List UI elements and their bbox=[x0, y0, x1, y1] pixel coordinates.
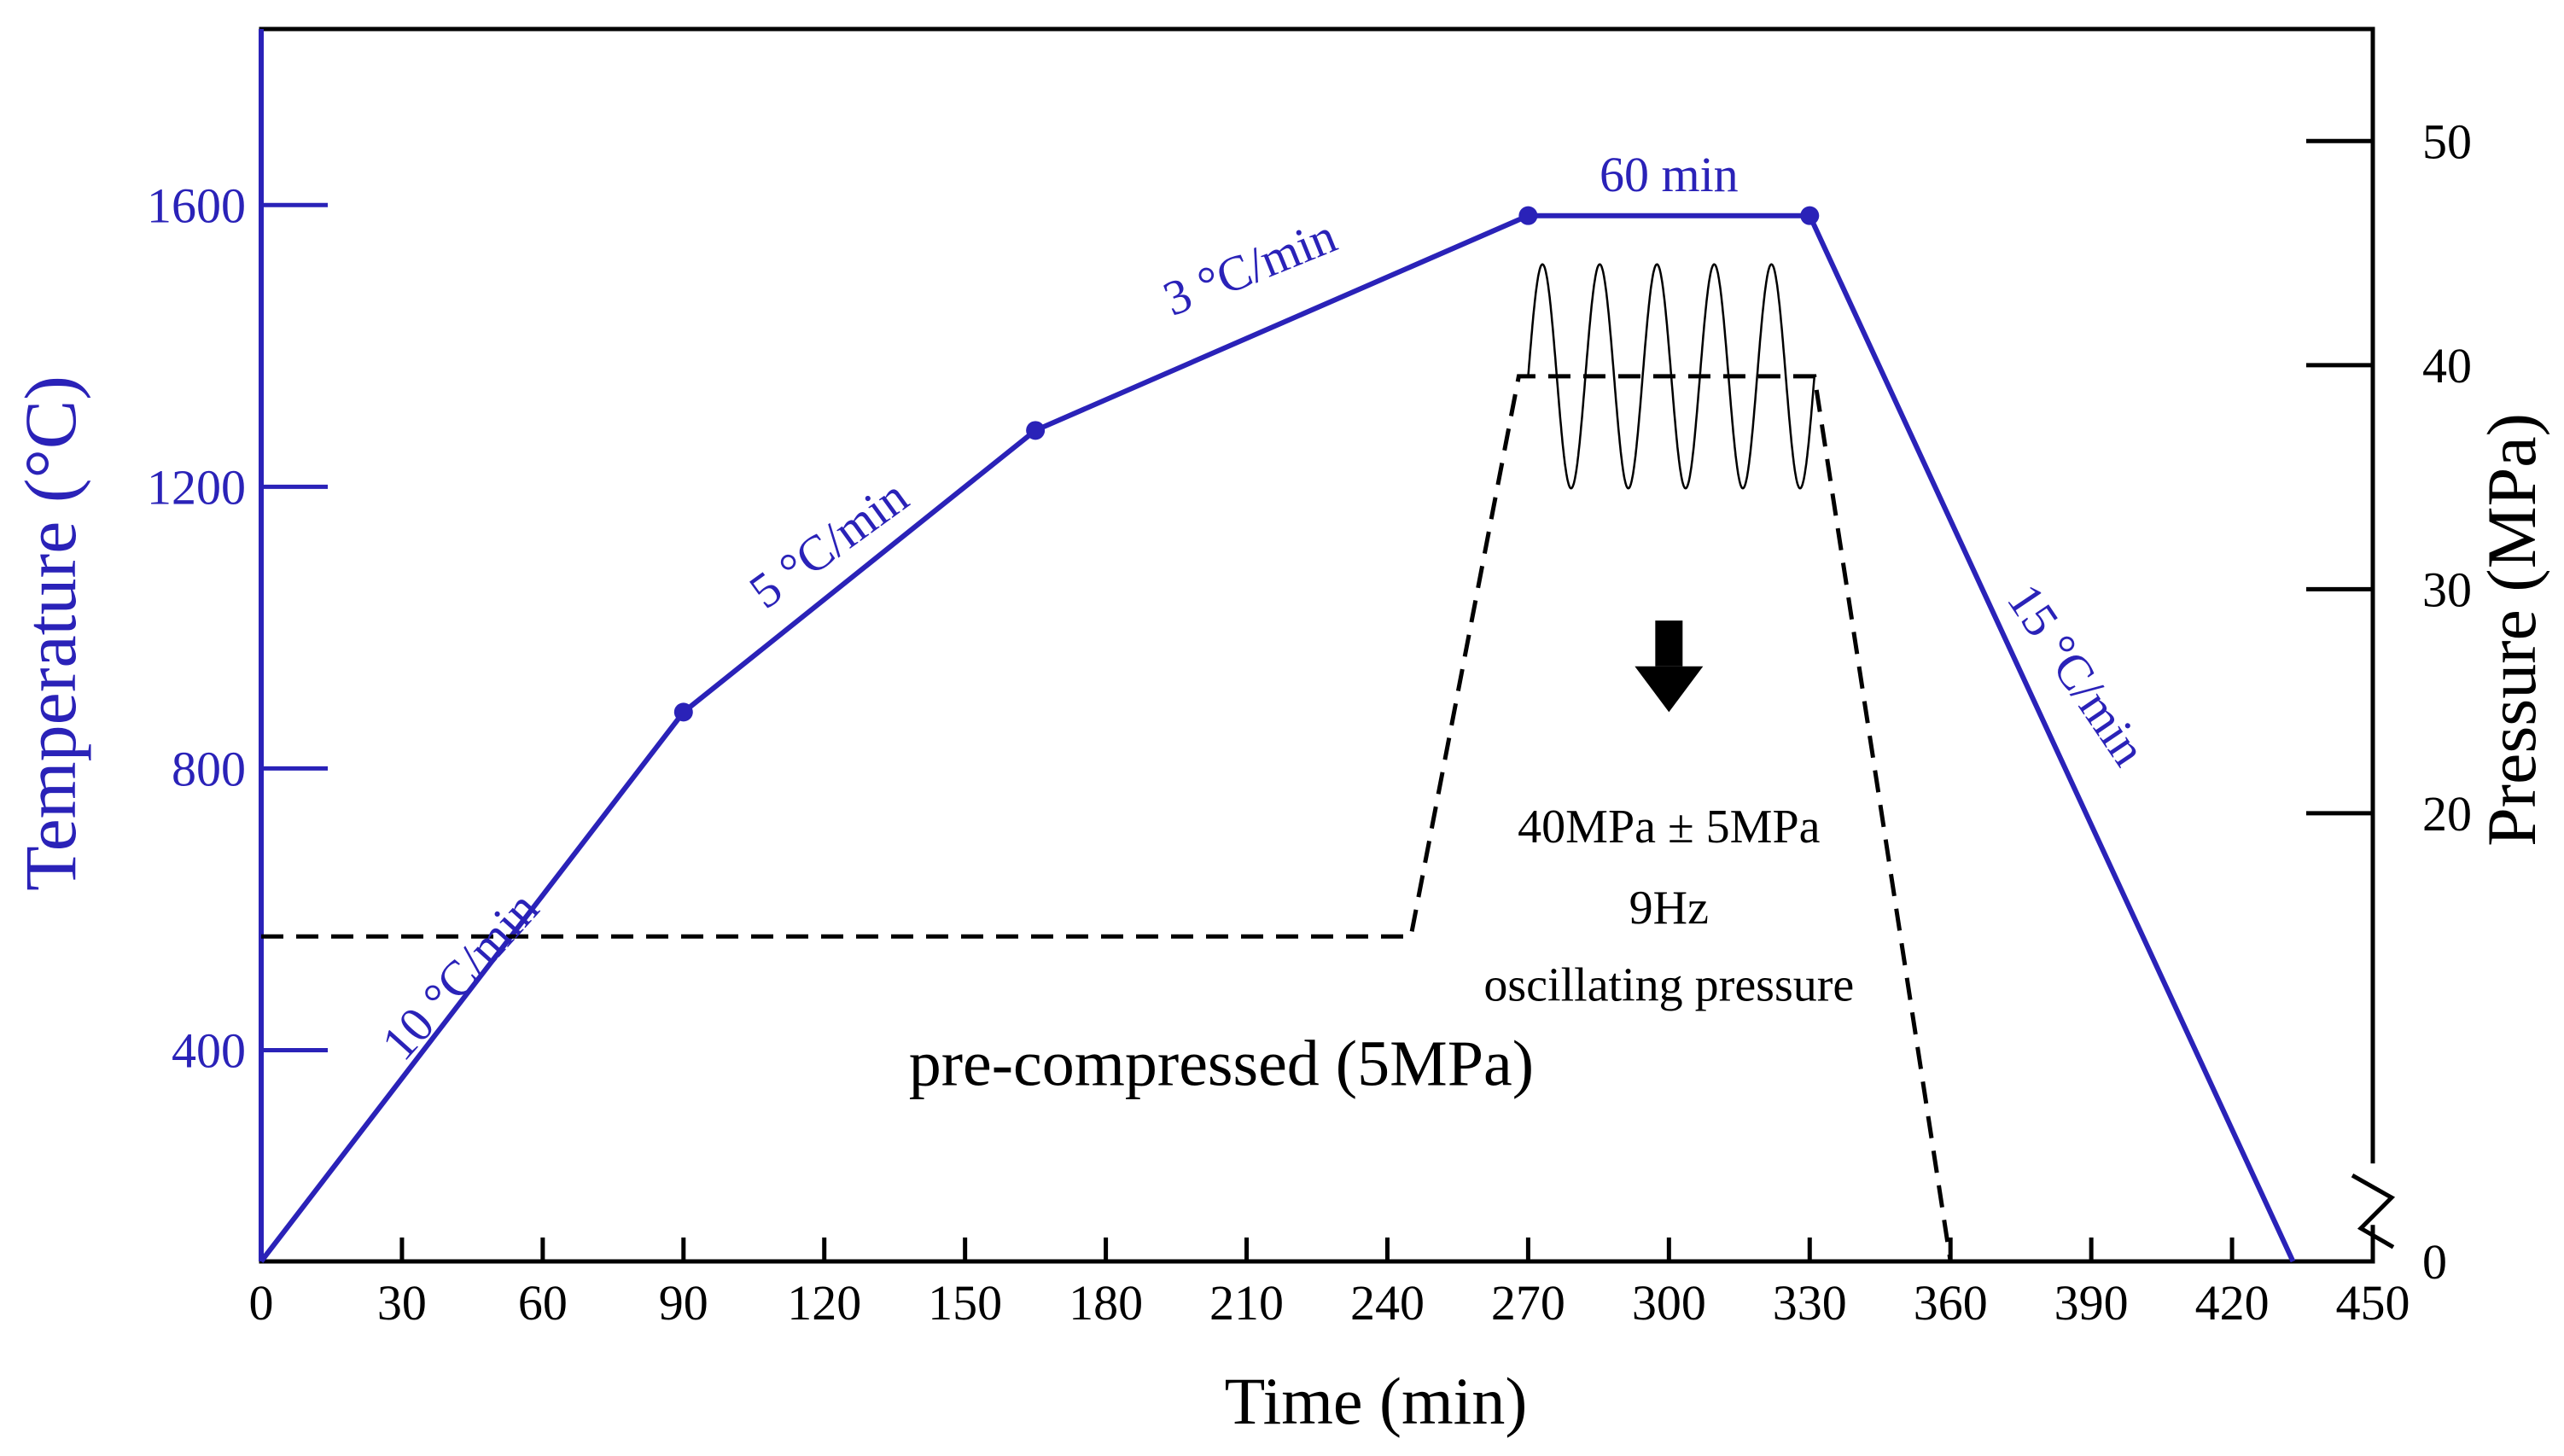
x-tick-label: 240 bbox=[1350, 1275, 1425, 1331]
oscillation-series-line bbox=[1527, 263, 1816, 490]
down-arrow-icon bbox=[1635, 666, 1704, 713]
y2-tick-label: 30 bbox=[2422, 562, 2472, 617]
y-axis-label: Temperature (°C) bbox=[9, 376, 91, 891]
pressure-series-line bbox=[261, 374, 1953, 1262]
x-tick-label: 330 bbox=[1773, 1275, 1847, 1331]
annotation-label: 10 °C/min bbox=[370, 881, 549, 1070]
temperature-marker bbox=[1800, 206, 1820, 225]
annotation-label: 9Hz bbox=[1629, 882, 1709, 935]
x-tick-label: 450 bbox=[2336, 1275, 2410, 1331]
annotation-label: pre-compressed (5MPa) bbox=[909, 1028, 1534, 1100]
y2-tick-label: 50 bbox=[2422, 114, 2472, 169]
x-tick-label: 30 bbox=[377, 1275, 427, 1331]
x-tick-label: 420 bbox=[2195, 1275, 2270, 1331]
arrow-shaft bbox=[1655, 620, 1683, 667]
temperature-marker bbox=[1026, 421, 1046, 440]
y2-tick-label: 20 bbox=[2422, 786, 2472, 842]
series-layer bbox=[259, 206, 2296, 1263]
x-tick-label: 120 bbox=[787, 1275, 861, 1331]
x-axis: 0 30 60 90 120 150 180 210 240 270 300 330 360 390 420… bbox=[249, 1238, 2410, 1331]
annotation-label: 60 min bbox=[1600, 147, 1739, 202]
y2-axis-label: Pressure (MPa) bbox=[2473, 413, 2550, 847]
y-axis-pressure: 0 20 30 40 50 bbox=[2306, 114, 2472, 1290]
annotation-label: oscillating pressure bbox=[1483, 959, 1854, 1012]
temperature-marker bbox=[1518, 206, 1538, 225]
temperature-series-line bbox=[259, 213, 2296, 1263]
y-tick-label: 1200 bbox=[147, 459, 246, 515]
x-tick-label: 300 bbox=[1632, 1275, 1706, 1331]
axis-break-mark bbox=[2351, 1174, 2396, 1249]
x-tick-label: 150 bbox=[928, 1275, 1002, 1331]
y2-tick-label: 0 bbox=[2422, 1234, 2447, 1290]
x-tick-label: 0 bbox=[249, 1275, 274, 1331]
y2-tick-label: 40 bbox=[2422, 338, 2472, 393]
y-tick-label: 1600 bbox=[147, 178, 246, 233]
x-tick-label: 60 bbox=[518, 1275, 568, 1331]
x-axis-label: Time (min) bbox=[1225, 1364, 1528, 1438]
y-tick-label: 400 bbox=[172, 1022, 246, 1078]
x-tick-label: 90 bbox=[659, 1275, 708, 1331]
x-tick-label: 180 bbox=[1069, 1275, 1143, 1331]
x-tick-label: 390 bbox=[2054, 1275, 2129, 1331]
x-tick-label: 270 bbox=[1491, 1275, 1565, 1331]
x-tick-label: 210 bbox=[1209, 1275, 1284, 1331]
temperature-marker bbox=[673, 702, 693, 722]
x-tick-label: 360 bbox=[1914, 1275, 1988, 1331]
y-tick-label: 800 bbox=[172, 741, 246, 796]
y-axis-temperature: 400 800 1200 1600 bbox=[147, 29, 328, 1261]
annotation-label: 40MPa ± 5MPa bbox=[1518, 801, 1820, 853]
